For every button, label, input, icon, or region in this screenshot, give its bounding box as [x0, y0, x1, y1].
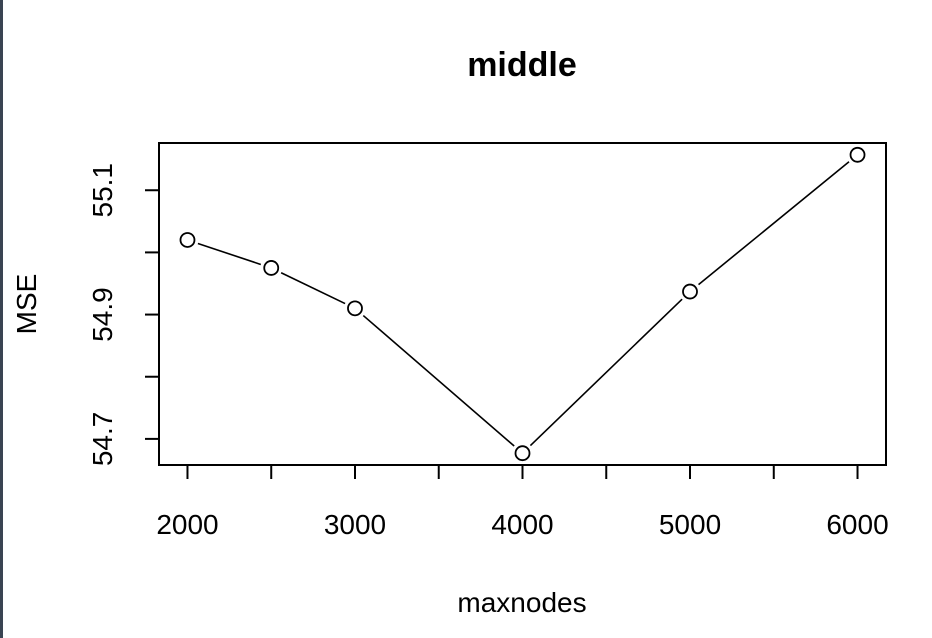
data-point	[179, 232, 196, 248]
data-point	[514, 445, 531, 462]
series-points	[179, 146, 866, 462]
series-segment	[362, 314, 515, 447]
x-axis: 2000 3000 4000 5000 6000	[156, 464, 889, 540]
series-line	[197, 161, 850, 447]
data-point	[849, 146, 866, 163]
x-axis-label: maxnodes	[457, 587, 586, 618]
window-left-edge	[0, 0, 3, 638]
series-segment	[698, 161, 850, 286]
data-point	[682, 283, 698, 300]
x-tick-label: 2000	[156, 509, 218, 540]
y-axis-label: MSE	[11, 274, 42, 335]
data-point	[263, 260, 280, 276]
data-point	[347, 300, 363, 317]
y-tick-label: 55.1	[87, 163, 118, 218]
chart-title: middle	[467, 46, 577, 84]
y-tick-label: 54.9	[87, 287, 118, 342]
x-tick-label: 3000	[324, 509, 386, 540]
series-segment	[280, 272, 346, 305]
x-tick-label: 6000	[826, 509, 888, 540]
x-tick-label: 4000	[491, 509, 553, 540]
series-segment	[197, 242, 262, 266]
y-axis: 54.7 54.9 55.1	[87, 163, 160, 467]
x-tick-label: 5000	[659, 509, 721, 540]
series-segment	[529, 298, 683, 447]
y-tick-label: 54.7	[87, 412, 118, 467]
plot-frame	[158, 142, 887, 466]
